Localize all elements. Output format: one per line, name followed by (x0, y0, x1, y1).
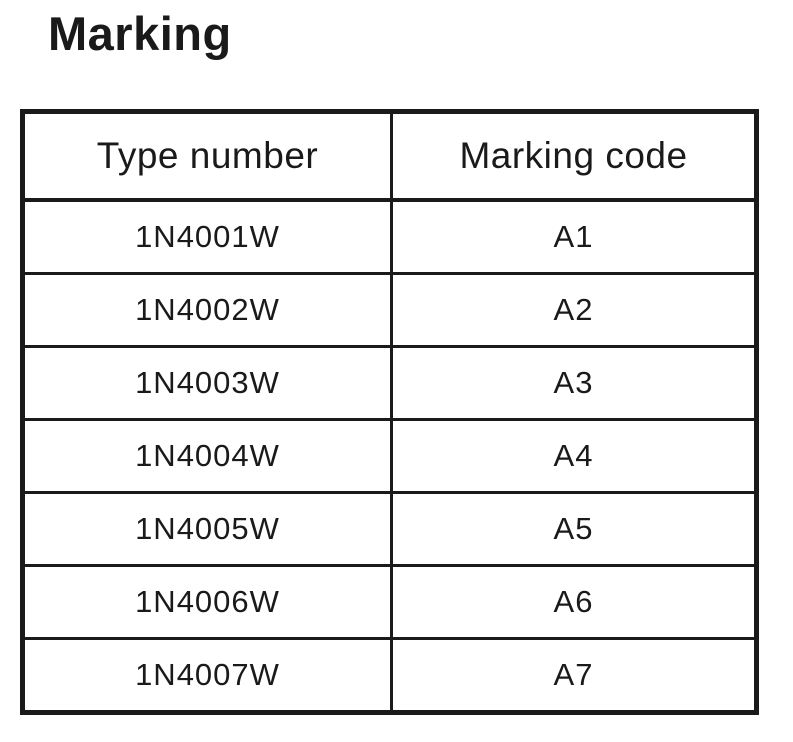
table-row: 1N4005W A5 (21, 491, 758, 567)
type-number-cell: 1N4002W (21, 272, 393, 348)
page-title: Marking (48, 7, 232, 60)
type-number-cell: 1N4006W (21, 564, 393, 640)
marking-code-cell: A3 (390, 345, 758, 421)
table-header-row: Type number Marking code (21, 110, 758, 202)
table-row: 1N4003W A3 (21, 345, 758, 421)
table-row: 1N4006W A6 (21, 564, 758, 640)
type-number-cell: 1N4001W (21, 198, 393, 275)
header-marking-code: Marking code (390, 110, 758, 202)
table-row: 1N4004W A4 (21, 418, 758, 494)
header-type-number: Type number (21, 110, 393, 202)
type-number-cell: 1N4007W (21, 637, 393, 714)
table-row: 1N4007W A7 (21, 637, 758, 714)
type-number-cell: 1N4004W (21, 418, 393, 494)
marking-table: Type number Marking code 1N4001W A1 1N4002… (20, 109, 759, 715)
table-row: 1N4002W A2 (21, 272, 758, 348)
marking-code-cell: A2 (390, 272, 758, 348)
table-row: 1N4001W A1 (21, 198, 758, 275)
marking-code-cell: A4 (390, 418, 758, 494)
type-number-cell: 1N4003W (21, 345, 393, 421)
marking-code-cell: A5 (390, 491, 758, 567)
marking-code-cell: A1 (390, 198, 758, 275)
type-number-cell: 1N4005W (21, 491, 393, 567)
marking-code-cell: A6 (390, 564, 758, 640)
marking-code-cell: A7 (390, 637, 758, 714)
